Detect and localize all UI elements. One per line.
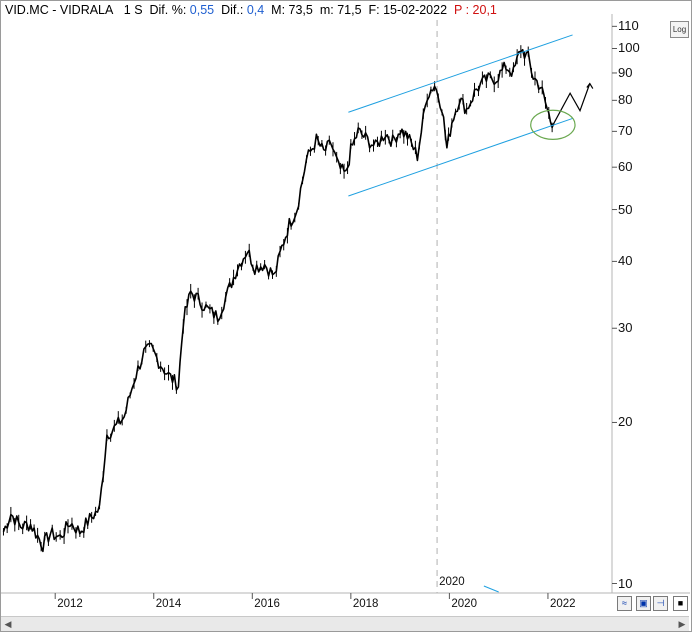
x-tick-label: 2022 — [549, 598, 576, 610]
p-label: P : — [454, 3, 470, 17]
pin-icon[interactable]: ⊣ — [653, 596, 668, 611]
series-layer — [2, 34, 594, 593]
dif-label: Dif.: — [221, 3, 244, 17]
max-label: M: — [271, 3, 286, 17]
max-value: 73,5 — [288, 3, 313, 17]
min-value: 71,5 — [337, 3, 362, 17]
save-icon[interactable]: ▣ — [636, 596, 651, 611]
log-scale-button[interactable]: Log — [670, 21, 689, 38]
channel-lower-line — [348, 117, 573, 197]
y-tick-label: 100 — [618, 40, 640, 56]
y-tick-label: 80 — [618, 92, 633, 108]
y-tick-label: 90 — [618, 64, 633, 80]
x-tick-label: 2020 — [451, 598, 477, 610]
y-tick-label: 20 — [618, 414, 633, 430]
scroll-right-icon[interactable]: ▶ — [678, 619, 686, 629]
support-ellipse — [530, 109, 576, 140]
y-tick-label: 50 — [618, 201, 633, 217]
date-marker-label: 2020 — [439, 576, 465, 588]
projection-arrow — [586, 82, 594, 89]
projection-line — [553, 83, 591, 124]
price-series-line — [2, 48, 555, 553]
date-label: F: — [368, 3, 380, 17]
x-tick-marks — [54, 593, 549, 599]
scroll-left-icon[interactable]: ◀ — [4, 619, 12, 629]
y-tick-label: 70 — [618, 123, 633, 139]
channel-upper-line — [348, 34, 573, 113]
y-tick-label: 60 — [618, 159, 633, 175]
horizontal-scrollbar[interactable]: ◀ ▶ — [1, 616, 689, 631]
p-value: 20,1 — [472, 3, 497, 17]
x-tick-label: 2018 — [352, 598, 379, 610]
y-tick-marks — [612, 25, 617, 585]
x-tick-label: 2012 — [57, 598, 83, 610]
symbol-label: VID.MC - VIDRALA — [5, 3, 114, 17]
dif-pct-label: Dif. %: — [149, 3, 187, 17]
x-tick-label: 2014 — [155, 598, 182, 610]
dif-value: 0,4 — [246, 3, 265, 17]
zoom-icon[interactable]: ≈ — [617, 596, 632, 611]
y-tick-label: 10 — [618, 575, 633, 591]
period-label: 1 S — [123, 3, 143, 17]
axis-marker-tick — [483, 585, 499, 593]
min-label: m: — [319, 3, 334, 17]
chart-header: VID.MC - VIDRALA 1 S Dif. %: 0,55 Dif.: … — [5, 3, 497, 17]
y-tick-label: 40 — [618, 253, 633, 269]
y-tick-label: 110 — [618, 18, 639, 34]
date-value: 15-02-2022 — [383, 3, 448, 17]
close-icon[interactable]: ■ — [673, 596, 688, 611]
y-tick-label: 30 — [618, 320, 633, 336]
dif-pct-value: 0,55 — [189, 3, 215, 17]
x-tick-label: 2016 — [254, 598, 280, 610]
